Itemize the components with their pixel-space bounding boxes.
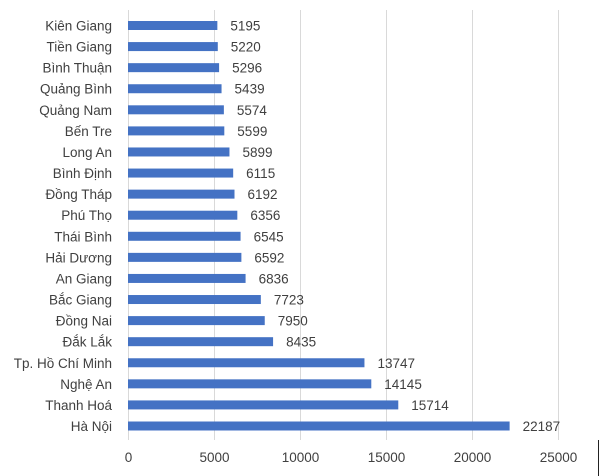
category-label: Bắc Giang xyxy=(49,293,112,308)
data-label: 5899 xyxy=(242,145,272,160)
data-label: 8435 xyxy=(286,335,316,350)
data-label: 5296 xyxy=(232,61,262,76)
bar xyxy=(128,379,372,389)
category-labels: Kiên Giang Tiền Giang Bình Thuận Quảng Bình… xyxy=(14,19,113,435)
x-tick-label: 10000 xyxy=(282,450,320,465)
category-label: Long An xyxy=(62,145,112,160)
data-label: 6592 xyxy=(254,250,284,265)
data-label: 13747 xyxy=(377,356,415,371)
bar xyxy=(128,105,224,115)
bar xyxy=(128,84,222,94)
bars xyxy=(128,21,510,431)
data-label: 5574 xyxy=(237,103,268,118)
data-label: 6545 xyxy=(254,229,284,244)
x-tick-label: 25000 xyxy=(540,450,578,465)
category-label: Đắk Lắk xyxy=(62,335,112,350)
data-label: 6356 xyxy=(250,208,280,223)
bar xyxy=(128,252,242,262)
category-label: Đồng Nai xyxy=(56,314,112,329)
data-label: 5220 xyxy=(231,40,261,55)
bar xyxy=(128,42,218,52)
data-label: 7723 xyxy=(274,293,304,308)
category-label: Bình Thuận xyxy=(42,61,112,76)
bar xyxy=(128,400,399,410)
category-label: Tiền Giang xyxy=(46,40,112,55)
category-label: Đồng Tháp xyxy=(45,187,112,202)
data-label: 6836 xyxy=(259,271,289,286)
data-label: 22187 xyxy=(523,419,561,434)
x-axis-ticks: 0 5000 10000 15000 20000 25000 xyxy=(125,450,578,465)
x-tick-label: 20000 xyxy=(454,450,492,465)
category-label: Phú Thọ xyxy=(61,208,112,223)
category-label: An Giang xyxy=(56,271,112,286)
x-tick-label: 5000 xyxy=(199,450,229,465)
bar xyxy=(128,147,230,157)
data-label: 5439 xyxy=(235,82,265,97)
data-label: 7950 xyxy=(278,314,308,329)
category-label: Thái Bình xyxy=(54,229,112,244)
gridlines xyxy=(128,10,559,440)
bar xyxy=(128,337,274,347)
bar xyxy=(128,126,225,136)
category-label: Tp. Hồ Chí Minh xyxy=(14,356,112,371)
category-label: Quảng Nam xyxy=(39,103,112,118)
data-label: 5599 xyxy=(237,124,267,139)
bar xyxy=(128,421,510,431)
bar xyxy=(128,189,235,199)
data-label: 14145 xyxy=(384,377,422,392)
category-label: Thanh Hoá xyxy=(45,398,112,413)
bar xyxy=(128,231,241,241)
bar xyxy=(128,358,365,368)
bar xyxy=(128,21,218,30)
category-label: Kiên Giang xyxy=(45,19,112,34)
data-label: 6192 xyxy=(248,187,278,202)
bar xyxy=(128,316,265,326)
category-label: Nghệ An xyxy=(60,377,112,392)
x-tick-label: 15000 xyxy=(368,450,406,465)
category-label: Quảng Bình xyxy=(40,82,112,97)
data-label: 6115 xyxy=(246,166,275,181)
bar xyxy=(128,273,246,283)
bar xyxy=(128,63,220,73)
data-label: 5195 xyxy=(230,19,260,34)
category-label: Bình Định xyxy=(53,166,112,181)
category-label: Hải Dương xyxy=(45,250,112,265)
data-labels: 5195 5220 5296 5439 5574 5599 5899 6115 6192 6356… xyxy=(230,19,560,435)
bar xyxy=(128,168,234,178)
data-label: 15714 xyxy=(411,398,449,413)
bar xyxy=(128,295,261,305)
x-tick-label: 0 xyxy=(125,450,133,465)
category-label: Hà Nội xyxy=(71,419,112,434)
category-label: Bến Tre xyxy=(65,124,112,139)
bar xyxy=(128,210,238,220)
